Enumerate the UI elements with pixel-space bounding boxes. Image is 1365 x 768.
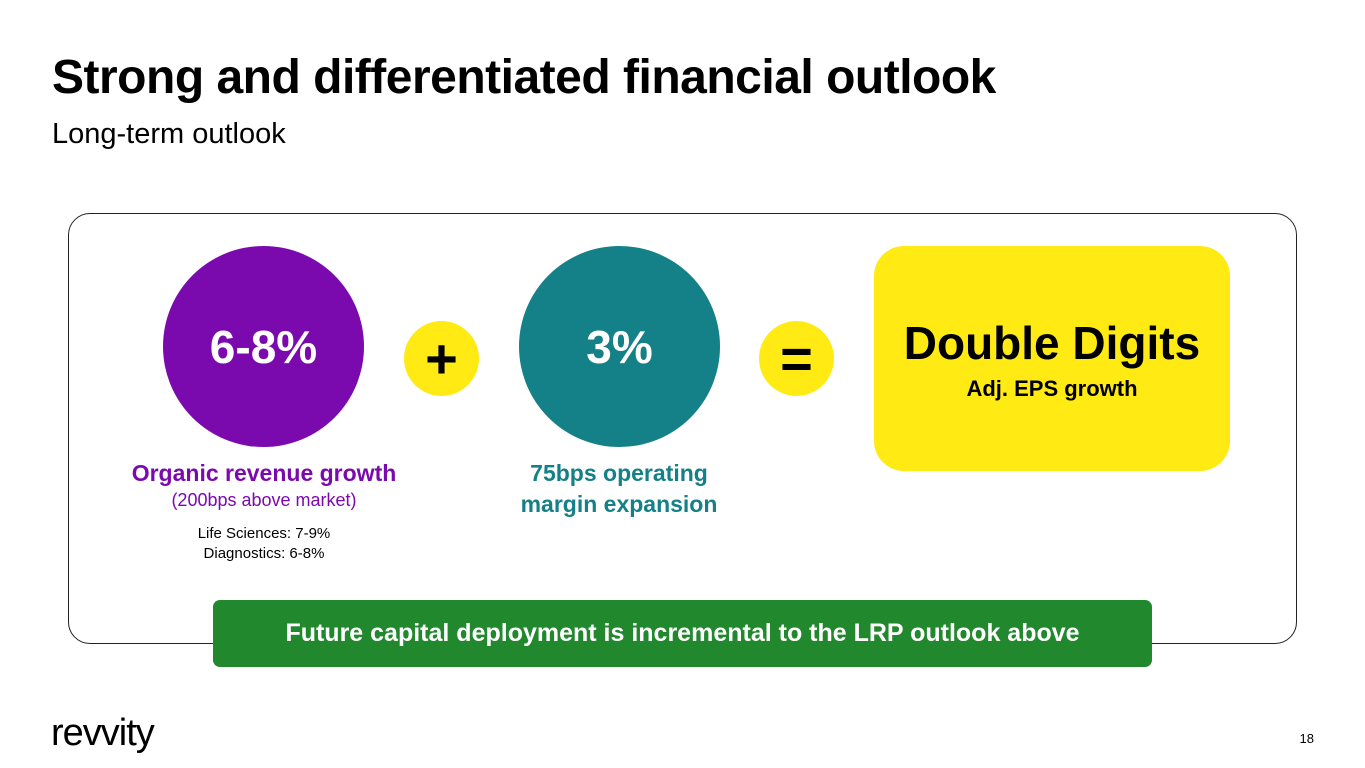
margin-expansion-circle: 3%	[519, 246, 720, 447]
slide-subtitle: Long-term outlook	[52, 118, 286, 150]
margin-expansion-value: 3%	[586, 320, 653, 373]
capital-deployment-banner: Future capital deployment is incremental…	[213, 600, 1152, 667]
plus-icon: +	[425, 326, 458, 390]
plus-operator: +	[404, 321, 479, 396]
eps-growth-headline: Double Digits	[903, 317, 1201, 369]
eps-growth-box: Double Digits Adj. EPS growth	[874, 246, 1230, 471]
equals-operator: =	[759, 321, 834, 396]
equals-icon: =	[780, 326, 813, 390]
slide-title: Strong and differentiated financial outl…	[52, 51, 996, 104]
margin-label-line2: margin expansion	[520, 491, 718, 517]
organic-growth-label: Organic revenue growth	[131, 460, 397, 486]
banner-text: Future capital deployment is incremental…	[285, 619, 1080, 647]
eps-growth-label: Adj. EPS growth	[966, 376, 1138, 401]
diagnostics-detail: Diagnostics: 6-8%	[203, 545, 325, 562]
margin-label-line1: 75bps operating	[530, 460, 708, 486]
page-number: 18	[1299, 731, 1314, 746]
organic-growth-sublabel: (200bps above market)	[171, 490, 357, 510]
organic-growth-value: 6-8%	[209, 320, 318, 373]
life-sciences-detail: Life Sciences: 7-9%	[197, 525, 331, 542]
revvity-logo: revvity	[51, 712, 155, 754]
organic-growth-circle: 6-8%	[163, 246, 364, 447]
